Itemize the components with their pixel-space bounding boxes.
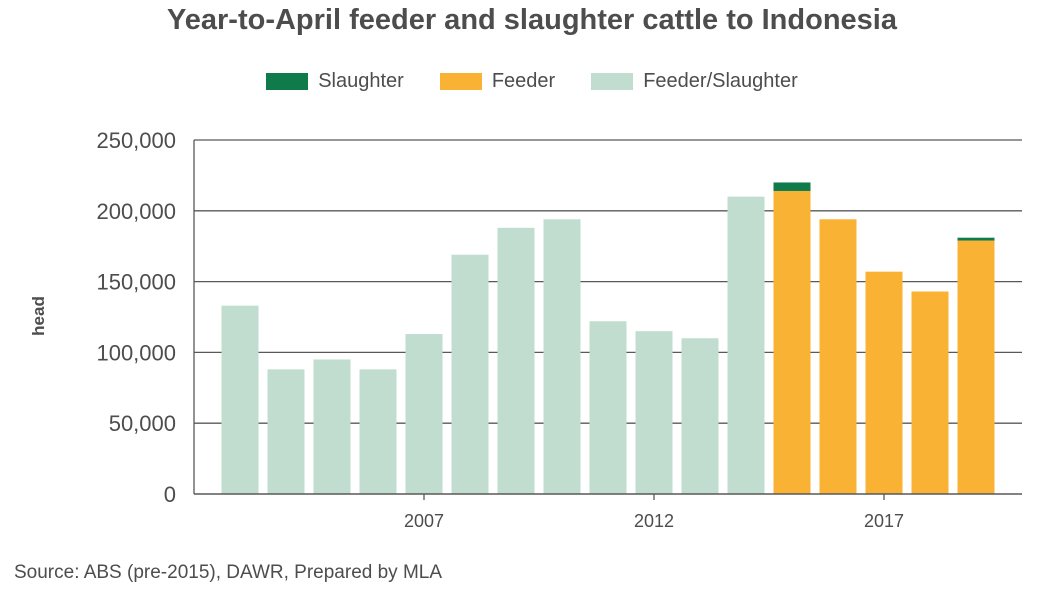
source-note: Source: ABS (pre-2015), DAWR, Prepared b… xyxy=(14,562,443,583)
bar-feeder-2017 xyxy=(865,271,903,494)
legend-item-slaughter: Slaughter xyxy=(266,70,404,93)
x-tick-label: 2017 xyxy=(864,511,904,531)
legend-swatch-slaughter xyxy=(266,73,309,90)
bar-slaughter-2019 xyxy=(957,237,995,241)
bar-feeder-slaughter-2005 xyxy=(313,359,351,494)
axes: 0 50,000 100,000 150,000 200,000 250,000 2007 2… xyxy=(96,128,1022,531)
x-tick-label: 2007 xyxy=(404,511,444,531)
legend-item-feeder: Feeder xyxy=(439,70,556,93)
bars xyxy=(221,182,995,495)
y-axis-title: head xyxy=(29,296,48,336)
bar-slaughter-2015 xyxy=(773,182,811,191)
y-tick-label: 250,000 xyxy=(96,128,176,153)
y-tick-label: 150,000 xyxy=(96,270,176,295)
legend-swatch-feeder-slaughter xyxy=(591,73,634,90)
bar-feeder-slaughter-2008 xyxy=(451,254,489,494)
bar-feeder-slaughter-2013 xyxy=(681,338,719,494)
legend-label-feeder: Feeder xyxy=(491,70,556,92)
legend-swatch-feeder xyxy=(439,73,482,90)
chart-title: Year-to-April feeder and slaughter cattl… xyxy=(167,4,897,36)
bar-feeder-slaughter-2011 xyxy=(589,321,627,494)
legend-item-feeder-slaughter: Feeder/Slaughter xyxy=(591,70,798,93)
bar-feeder-2016 xyxy=(819,219,857,494)
legend: Slaughter Feeder Feeder/Slaughter xyxy=(0,70,1064,93)
y-tick-label: 100,000 xyxy=(96,340,176,365)
bar-feeder-slaughter-2006 xyxy=(359,369,397,494)
bar-feeder-slaughter-2009 xyxy=(497,227,535,495)
y-tick-label: 50,000 xyxy=(109,411,176,436)
y-tick-label: 0 xyxy=(164,482,176,507)
bar-feeder-slaughter-2003 xyxy=(221,305,259,494)
bar-feeder-2015 xyxy=(773,190,811,494)
x-tick-label: 2012 xyxy=(634,511,674,531)
bar-feeder-slaughter-2004 xyxy=(267,369,305,494)
bar-feeder-slaughter-2010 xyxy=(543,219,581,494)
bar-feeder-2018 xyxy=(911,291,949,494)
bar-feeder-slaughter-2014 xyxy=(727,196,765,494)
bar-feeder-slaughter-2012 xyxy=(635,331,673,494)
bar-feeder-2019 xyxy=(957,240,995,494)
bar-feeder-slaughter-2007 xyxy=(405,333,443,494)
y-tick-label: 200,000 xyxy=(96,199,176,224)
legend-label-slaughter: Slaughter xyxy=(318,70,404,92)
legend-label-feeder-slaughter: Feeder/Slaughter xyxy=(643,70,798,92)
